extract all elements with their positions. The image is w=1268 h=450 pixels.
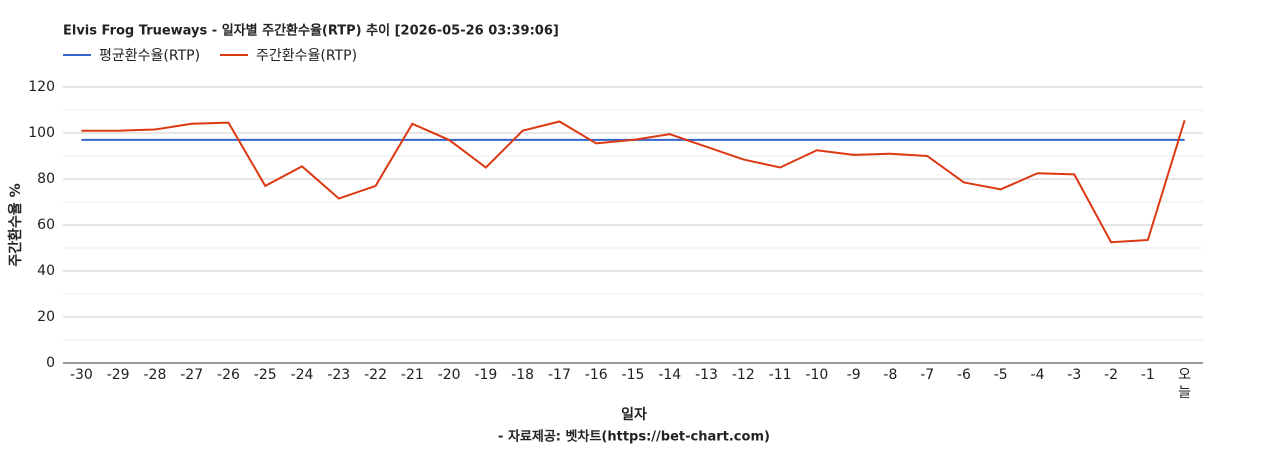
x-tick-text: -19 (474, 367, 498, 383)
x-tick-text: -22 (364, 367, 387, 383)
y-tick-label: 120 (28, 79, 55, 95)
x-tick-text: -12 (731, 367, 755, 383)
x-tick-label: -11 (762, 366, 799, 384)
x-tick-text: -28 (143, 367, 167, 383)
x-tick-text: -2 (1104, 367, 1119, 383)
x-tick-label: -3 (1056, 366, 1093, 384)
x-tick-label: -8 (872, 366, 909, 384)
x-tick-text: -16 (584, 367, 608, 383)
x-tick-label: -19 (468, 366, 505, 384)
x-tick-label: -29 (100, 366, 137, 384)
x-tick-label: -1 (1129, 366, 1166, 384)
x-tick-label: -15 (615, 366, 652, 384)
x-tick-label: -26 (210, 366, 247, 384)
x-tick-text: -25 (253, 367, 277, 383)
x-tick-text: -18 (511, 367, 535, 383)
x-tick-text: -9 (846, 367, 861, 383)
x-tick-text: -10 (805, 367, 829, 383)
y-tick-label: 80 (37, 171, 55, 187)
x-tick-label: -14 (651, 366, 688, 384)
y-tick-label: 20 (37, 309, 55, 325)
x-tick-label: -10 (798, 366, 835, 384)
x-tick-text: -26 (217, 367, 240, 383)
x-tick-label: -9 (835, 366, 872, 384)
x-tick-label: -24 (284, 366, 321, 384)
y-tick-label: 40 (37, 263, 55, 279)
x-tick-label: -2 (1093, 366, 1130, 384)
x-tick-label: -5 (982, 366, 1019, 384)
x-tick-text: -29 (106, 367, 130, 383)
x-tick-text: -27 (180, 367, 204, 383)
x-tick-text: -3 (1067, 367, 1082, 383)
x-tick-text: -7 (920, 367, 935, 383)
x-tick-text: -20 (437, 367, 461, 383)
x-tick-text: -23 (327, 367, 351, 383)
x-tick-text: -30 (69, 367, 93, 383)
x-tick-text: -17 (548, 367, 571, 383)
x-tick-label: -30 (63, 366, 100, 384)
x-tick-label: -18 (504, 366, 541, 384)
x-tick-label: -17 (541, 366, 578, 384)
footer: - 자료제공: 벳차트(https://bet-chart.com) (498, 429, 770, 445)
x-tick-label: -13 (688, 366, 725, 384)
x-tick-label: -25 (247, 366, 284, 384)
x-tick-label: -16 (578, 366, 615, 384)
x-tick-label: -20 (431, 366, 468, 384)
x-tick-label: -28 (137, 366, 174, 384)
x-tick-label: -23 (320, 366, 357, 384)
x-tick-label: 오늘 (1166, 366, 1203, 402)
x-tick-text: -11 (768, 367, 792, 383)
y-axis-label: 주간환수율 % (7, 183, 24, 266)
legend-label: 주간환수율(RTP) (256, 48, 357, 64)
x-tick-text: -24 (290, 367, 314, 383)
x-tick-label: -27 (173, 366, 210, 384)
x-tick-label: -6 (946, 366, 983, 384)
x-tick-text: -1 (1140, 367, 1155, 383)
x-tick-label: -22 (357, 366, 394, 384)
y-tick-label: 0 (46, 355, 55, 371)
x-tick-text: 오늘 (1178, 367, 1192, 401)
series-line (81, 120, 1186, 244)
x-tick-label: -4 (1019, 366, 1056, 384)
x-tick-text: -5 (993, 367, 1008, 383)
y-tick-label: 100 (28, 125, 55, 141)
x-tick-text: -8 (883, 367, 898, 383)
x-tick-text: -6 (956, 367, 971, 383)
x-tick-text: -15 (621, 367, 645, 383)
x-tick-label: -7 (909, 366, 946, 384)
x-tick-label: -12 (725, 366, 762, 384)
x-tick-text: -14 (658, 367, 682, 383)
x-tick-text: -13 (695, 367, 718, 383)
x-tick-text: -4 (1030, 367, 1045, 383)
x-tick-text: -21 (400, 367, 424, 383)
chart-title: Elvis Frog Trueways - 일자별 주간환수율(RTP) 추이 … (63, 23, 559, 39)
x-axis-label: 일자 (621, 407, 647, 423)
x-tick-label: -21 (394, 366, 431, 384)
legend-label: 평균환수율(RTP) (99, 48, 200, 64)
y-tick-label: 60 (37, 217, 55, 233)
